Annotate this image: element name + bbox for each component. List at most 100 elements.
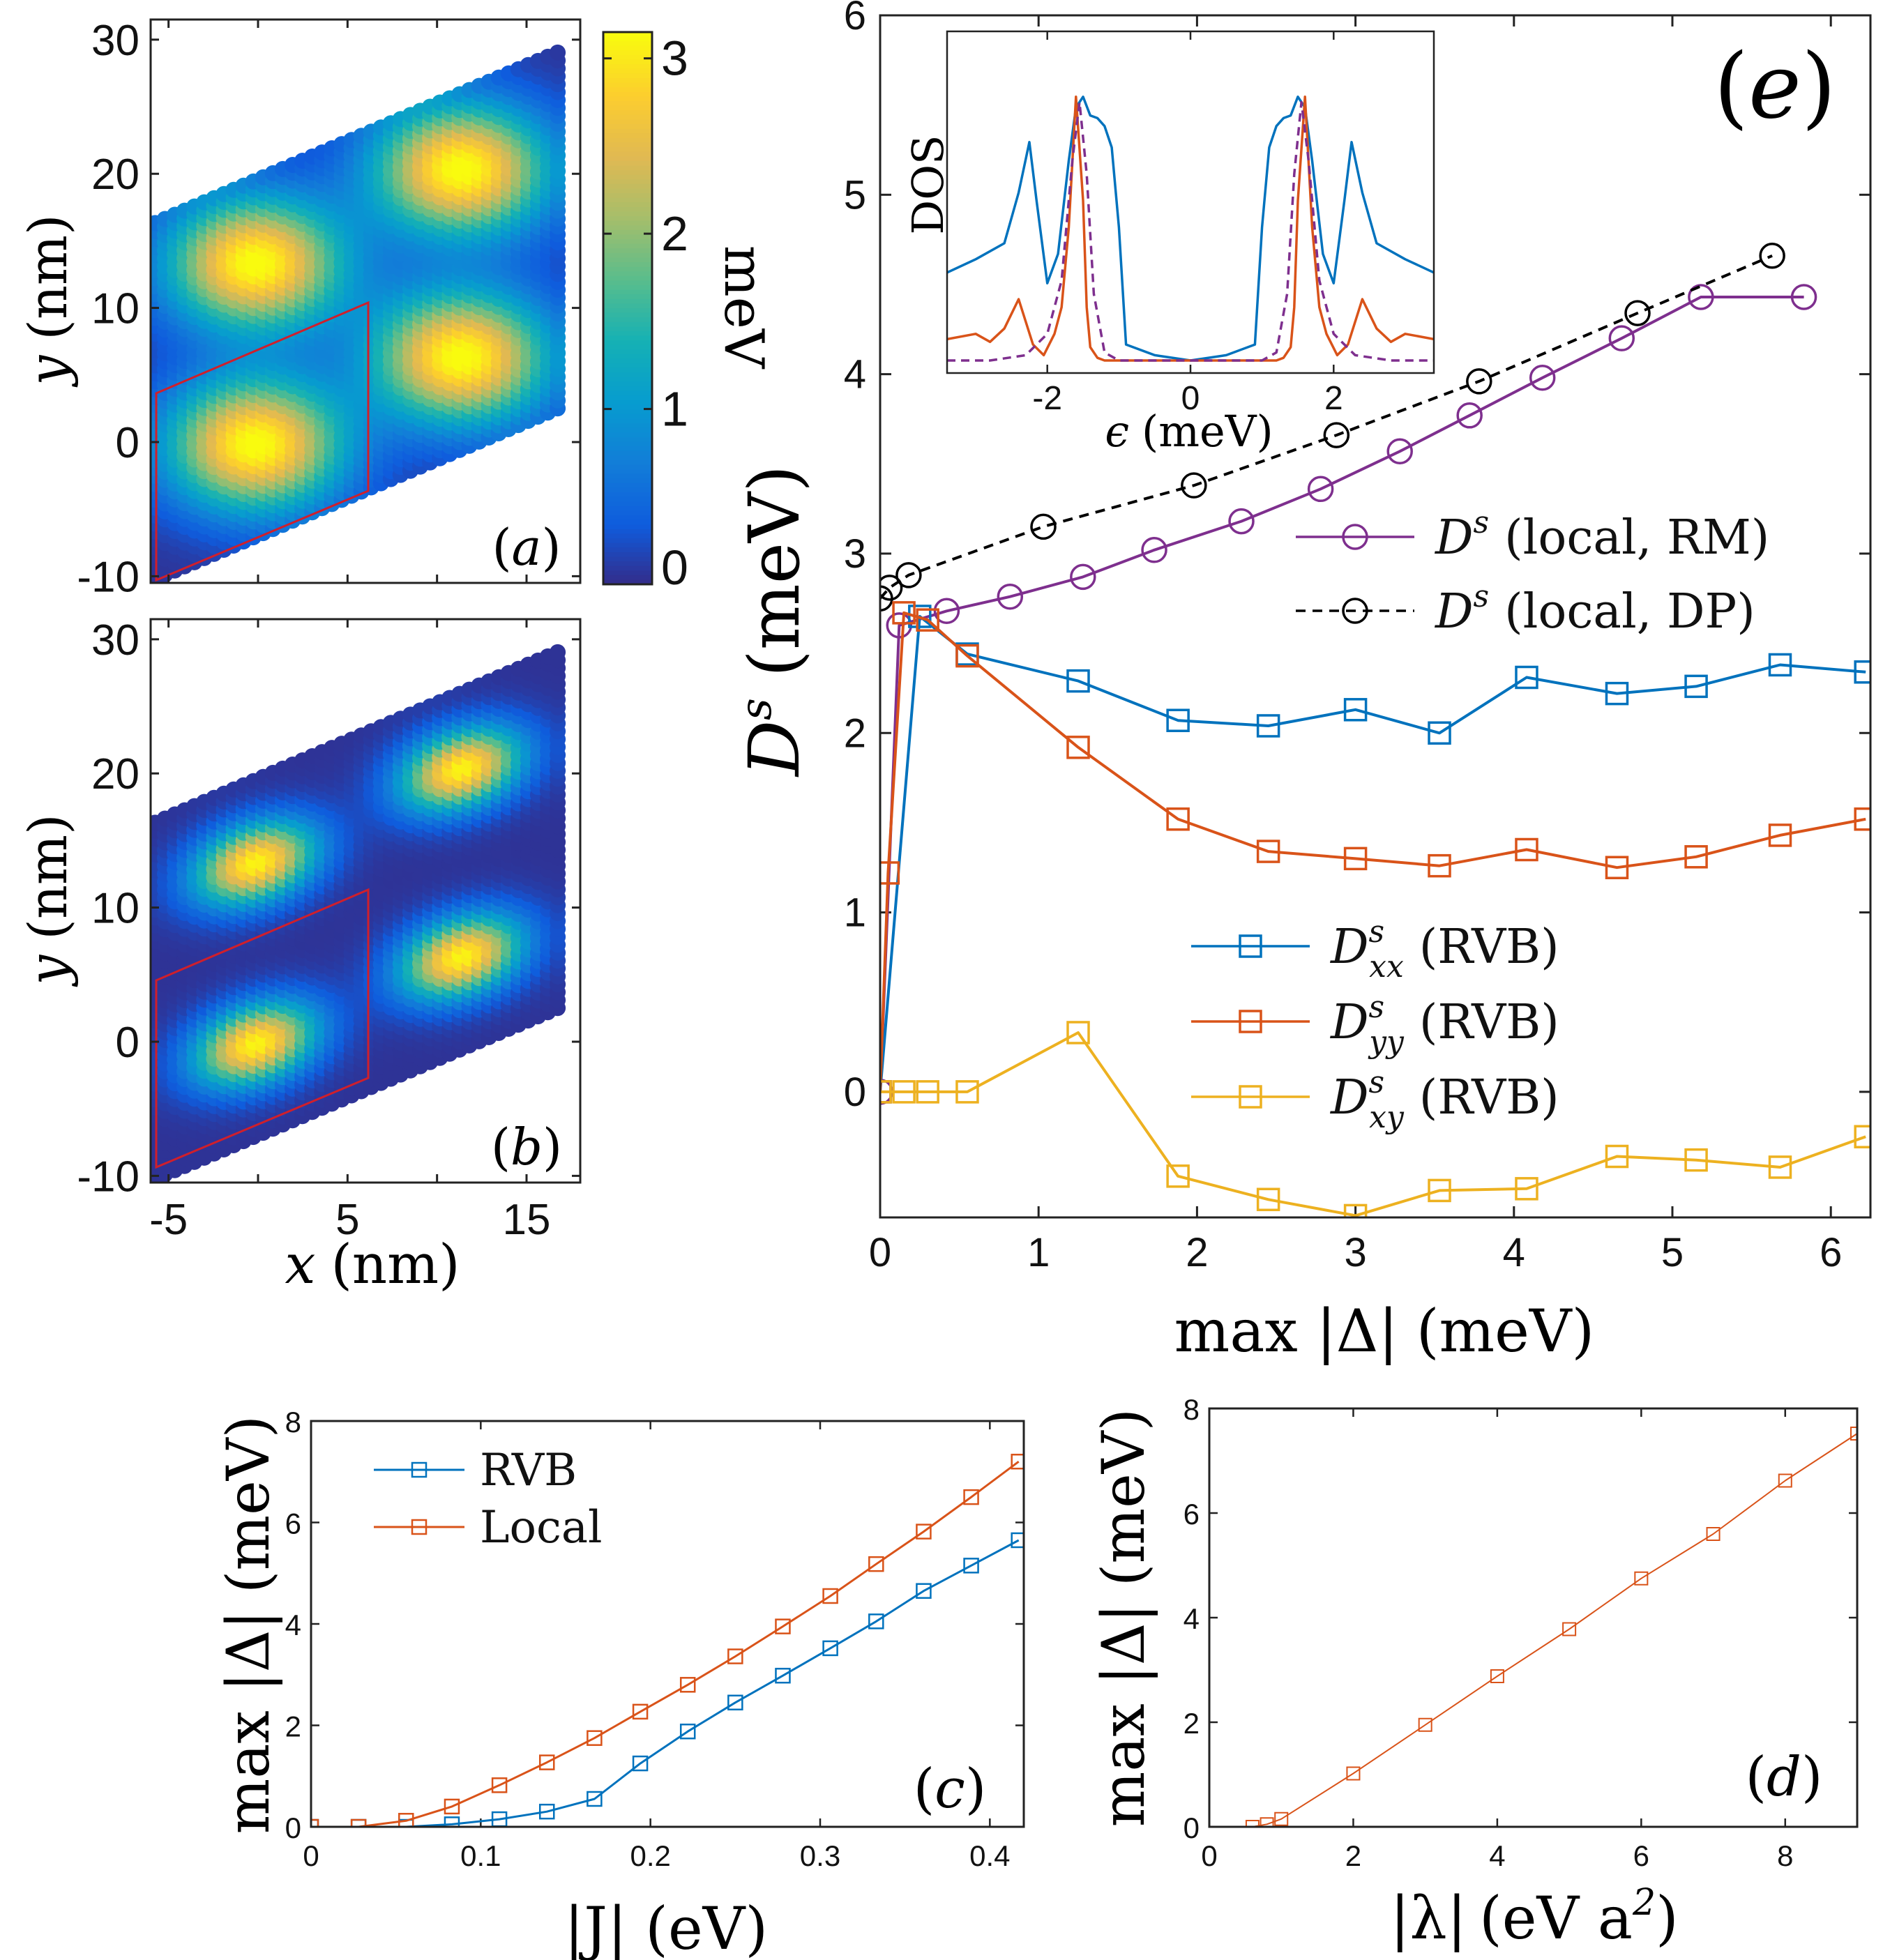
colorbar-strip	[603, 252, 652, 259]
colorbar-strip	[603, 344, 652, 351]
data-point-D^s (local, RM)	[1688, 284, 1714, 310]
panel-b-heatmap	[151, 644, 566, 1183]
colorbar-strip	[603, 239, 652, 245]
data-point-D^s_yy (RVB)	[1166, 807, 1190, 831]
data-point-RVB	[632, 1755, 649, 1772]
data-point-D^s (local, DP)	[1030, 513, 1057, 540]
inset-xtick-label: -2	[1032, 380, 1062, 417]
colorbar-strip	[603, 469, 652, 475]
colorbar-strip	[603, 395, 652, 401]
colorbar-strip	[603, 450, 652, 457]
data-point-D^s_xy (RVB)	[1684, 1148, 1708, 1172]
data-point-D^s (local, DP)	[895, 562, 922, 588]
colorbar-strip	[603, 59, 652, 66]
colorbar-strip	[603, 367, 652, 374]
colorbar-strip	[603, 234, 652, 240]
panel-e-xlabel: max |Δ| (meV)	[1174, 1297, 1595, 1365]
inset-ticks: -2 0 2	[1032, 31, 1343, 417]
colorbar-strip	[603, 446, 652, 452]
colorbar-strip	[603, 216, 652, 222]
data-point-D^s (local, RM)	[1386, 438, 1413, 465]
xtick-label: 0	[1201, 1839, 1217, 1872]
xtick-label: 15	[503, 1196, 551, 1244]
colorbar-strip	[603, 193, 652, 199]
panel-a-letter: (a)	[492, 518, 561, 577]
data-point-D^s_yy (RVB)	[1428, 853, 1451, 878]
data-point-D^s_xy (RVB)	[1515, 1177, 1538, 1201]
colorbar-strip	[603, 96, 652, 102]
xtick-label: 0.2	[630, 1839, 670, 1872]
xtick-label: 3	[1344, 1230, 1366, 1275]
colorbar-strip	[603, 229, 652, 236]
colorbar-strip	[603, 50, 652, 56]
inset-background	[947, 31, 1434, 373]
data-point-D^s_xx (RVB)	[1515, 665, 1538, 690]
panel-c-frame	[310, 1420, 1025, 1828]
data-point-Local	[916, 1524, 932, 1540]
colorbar-strip	[603, 257, 652, 263]
heat-cell	[550, 644, 566, 660]
legend-label: Ds yy (RVB)	[1329, 989, 1559, 1060]
colorbar-strip	[603, 285, 652, 291]
colorbar-strip	[603, 418, 652, 424]
colorbar-strip	[603, 496, 652, 503]
ytick-label: 0	[285, 1811, 301, 1844]
data-point-D^s (local, RM)	[1070, 563, 1096, 591]
xtick-label: 0.3	[800, 1839, 840, 1872]
data-point-D^s_yy (RVB)	[1066, 736, 1090, 759]
panel-e-series	[880, 243, 1870, 1217]
colorbar-strip	[603, 64, 652, 70]
data-point-RVB	[587, 1791, 603, 1807]
colorbar-strip	[603, 354, 652, 360]
data-point-D^s_xx (RVB)	[1343, 698, 1368, 722]
colorbar-strip	[603, 280, 652, 286]
legend-label: Ds (local, DP)	[1434, 579, 1755, 639]
colorbar-strip	[603, 326, 652, 332]
data-point-D^s_yy (RVB)	[1768, 823, 1792, 847]
data-point-D^s_xy (RVB)	[1605, 1144, 1629, 1169]
colorbar-strip	[603, 114, 652, 121]
colorbar-tick-label: 3	[661, 31, 688, 86]
colorbar-strip	[603, 538, 652, 544]
ytick-label: 10	[91, 285, 139, 333]
data-point-Local	[1418, 1717, 1432, 1732]
colorbar-strip	[603, 372, 652, 378]
colorbar-strip	[603, 565, 652, 572]
data-point-D^s_xy (RVB)	[1428, 1178, 1451, 1203]
data-point-D^s_yy (RVB)	[1854, 807, 1870, 831]
data-point-D^s (local, RM)	[1608, 325, 1635, 351]
panel-a: 30 20 10 0 -10 (a) y(nm)	[17, 17, 582, 601]
data-point-D^s (local, RM)	[933, 598, 960, 625]
heat-cell	[550, 44, 566, 61]
colorbar-strip	[603, 575, 652, 581]
data-point-D^s (local, RM)	[1529, 365, 1556, 391]
colorbar-strip	[603, 262, 652, 268]
colorbar-strip	[603, 441, 652, 447]
xtick-label: 8	[1777, 1839, 1793, 1872]
data-point-D^s_xx (RVB)	[1768, 653, 1792, 677]
panel-c-ylabel: max |Δ|(meV)	[214, 1415, 282, 1834]
inset-series	[947, 96, 1434, 362]
data-point-D^s (local, RM)	[886, 612, 913, 639]
data-point-RVB	[868, 1613, 884, 1629]
data-point-Local	[1778, 1473, 1792, 1488]
data-point-D^s_xy (RVB)	[1166, 1164, 1190, 1188]
data-point-D^s_xy (RVB)	[892, 1080, 916, 1104]
colorbar-strip	[603, 478, 652, 484]
ytick-label: 20	[91, 750, 139, 798]
data-point-RVB	[963, 1558, 979, 1574]
colorbar-strip	[603, 317, 652, 323]
colorbar-strip	[603, 423, 652, 429]
colorbar-strip	[603, 110, 652, 116]
data-point-D^s_yy (RVB)	[1605, 856, 1629, 879]
colorbar: 3 2 1 0 meV	[602, 31, 775, 595]
colorbar-strip	[603, 87, 652, 93]
ytick-label: -10	[77, 1153, 139, 1201]
data-point-D^s (local, DP)	[1624, 300, 1651, 326]
colorbar-strip	[603, 91, 652, 98]
colorbar-strip	[603, 243, 652, 250]
colorbar-strip	[603, 432, 652, 438]
data-point-RVB	[916, 1583, 932, 1599]
data-point-D^s (local, DP)	[1323, 422, 1350, 448]
